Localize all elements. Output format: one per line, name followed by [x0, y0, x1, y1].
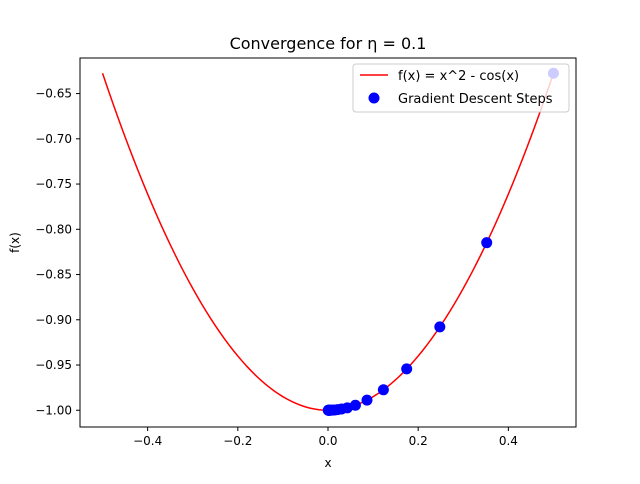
chart-title: Convergence for η = 0.1	[230, 34, 427, 53]
gradient-descent-point-4	[377, 384, 389, 396]
legend-label-steps: Gradient Descent Steps	[398, 92, 553, 107]
y-tick-label-3: −0.85	[35, 268, 72, 282]
x-tick-label-4: 0.4	[499, 434, 518, 448]
x-tick-label-3: 0.2	[409, 434, 428, 448]
legend-label-function: f(x) = x^2 - cos(x)	[398, 69, 519, 84]
gradient-descent-point-2	[434, 321, 446, 333]
x-tick-label-1: −0.2	[223, 434, 252, 448]
x-tick-label-2: 0.0	[318, 434, 337, 448]
gradient-descent-point-1	[481, 237, 493, 249]
y-tick-label-1: −0.95	[35, 358, 72, 372]
gradient-descent-point-3	[401, 363, 413, 375]
legend-box	[352, 63, 570, 113]
y-tick-label-4: −0.80	[35, 222, 72, 236]
y-tick-label-5: −0.75	[35, 177, 72, 191]
x-axis-label: x	[324, 456, 331, 470]
legend: f(x) = x^2 - cos(x) Gradient Descent Ste…	[352, 63, 570, 113]
y-tick-label-2: −0.90	[35, 313, 72, 327]
x-axis-ticks: −0.4 −0.2 0.0 0.2 0.4	[133, 427, 518, 448]
y-tick-label-6: −0.70	[35, 132, 72, 146]
gradient-descent-point-19	[322, 404, 334, 416]
gradient-descent-point-5	[361, 394, 373, 406]
y-tick-label-0: −1.00	[35, 403, 72, 417]
y-axis-label: f(x)	[8, 232, 22, 253]
x-tick-label-0: −0.4	[133, 434, 162, 448]
y-axis-ticks: −1.00 −0.95 −0.90 −0.85 −0.80 −0.75 −0.70 −0.65	[35, 87, 80, 417]
legend-marker-swatch	[368, 92, 380, 104]
y-tick-label-7: −0.65	[35, 87, 72, 101]
